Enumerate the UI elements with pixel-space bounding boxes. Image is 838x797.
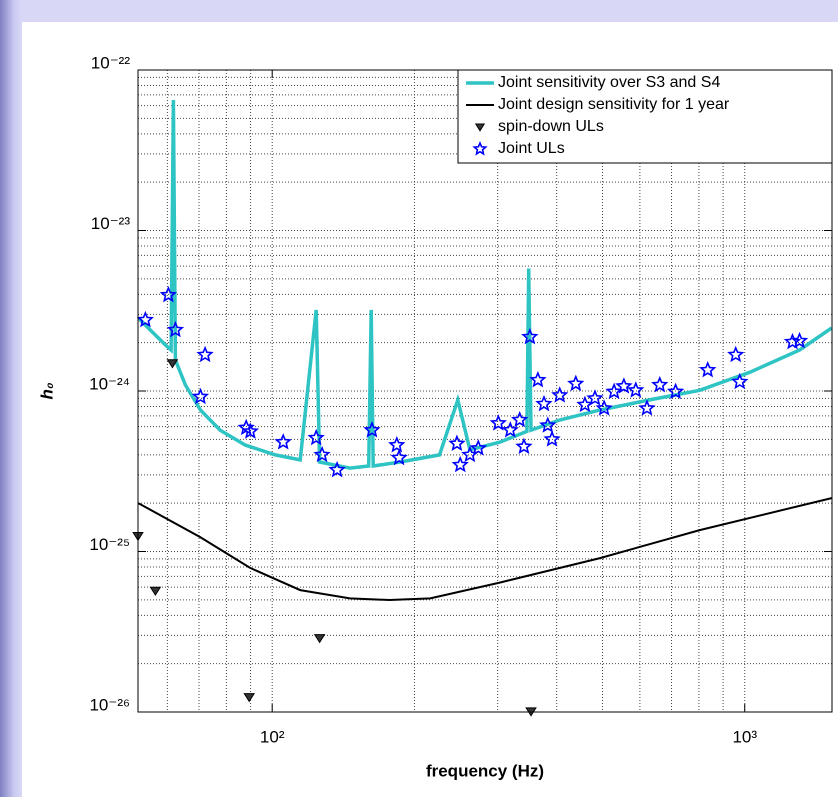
star-marker [313,445,331,463]
legend-text: Joint ULs [498,140,565,157]
y-tick-label: 10⁻²⁴ [89,374,130,393]
star-marker [191,387,210,405]
y-axis-label: h₀ [37,382,56,399]
x-tick-label: 10³ [732,727,757,746]
star-marker [363,421,381,438]
star-marker [595,399,613,416]
star-marker [388,435,406,453]
y-tick-label: 10⁻²³ [91,214,131,233]
star-marker [390,448,408,466]
star-marker [136,310,154,328]
star-marker [586,389,604,406]
star-marker [651,375,669,393]
star-marker [529,371,547,388]
star-marker [727,345,745,363]
star-marker [699,361,717,378]
legend-swatch [474,123,486,132]
axes-box [137,69,833,713]
legend-swatch [472,140,488,156]
star-marker [615,377,633,394]
star-marker [166,320,185,338]
star-marker [521,327,539,345]
star-marker [196,345,214,363]
star-marker [489,414,508,431]
y-tick-label: 10⁻²⁵ [89,535,130,554]
star-marker [159,286,177,303]
series-line [138,497,832,602]
star-marker [535,394,553,412]
star-marker [510,410,529,428]
star-marker [501,421,519,438]
triangle-marker [149,586,162,597]
star-marker [469,439,488,456]
star-marker [627,381,645,398]
star-marker [666,382,685,400]
star-marker [274,433,292,450]
star-marker [539,416,557,433]
triangle-marker [243,693,256,703]
star-marker [543,430,561,447]
legend-text: Joint sensitivity over S3 and S4 [498,74,720,91]
star-marker [515,437,533,454]
y-tick-label: 10⁻²⁶ [89,695,130,714]
star-marker [448,434,466,451]
triangle-marker [166,359,179,369]
star-marker [567,374,585,392]
star-marker [328,460,346,478]
x-tick-label: 10² [260,727,285,746]
x-axis-label: frequency (Hz) [426,761,544,780]
legend-text: Joint design sensitivity for 1 year [498,96,730,113]
star-marker [790,331,809,349]
triangle-marker [313,634,326,644]
star-marker [576,395,594,413]
legend-box [457,69,833,164]
y-tick-label: 10⁻²² [91,53,131,72]
star-marker [551,386,569,403]
star-marker [638,399,656,416]
star-marker [241,422,260,439]
star-marker [307,428,325,446]
star-marker [605,382,623,400]
star-marker [451,455,469,473]
series-line [138,99,832,470]
legend-text: spin-down ULs [498,118,604,135]
star-marker [731,372,749,390]
star-marker [783,332,802,350]
